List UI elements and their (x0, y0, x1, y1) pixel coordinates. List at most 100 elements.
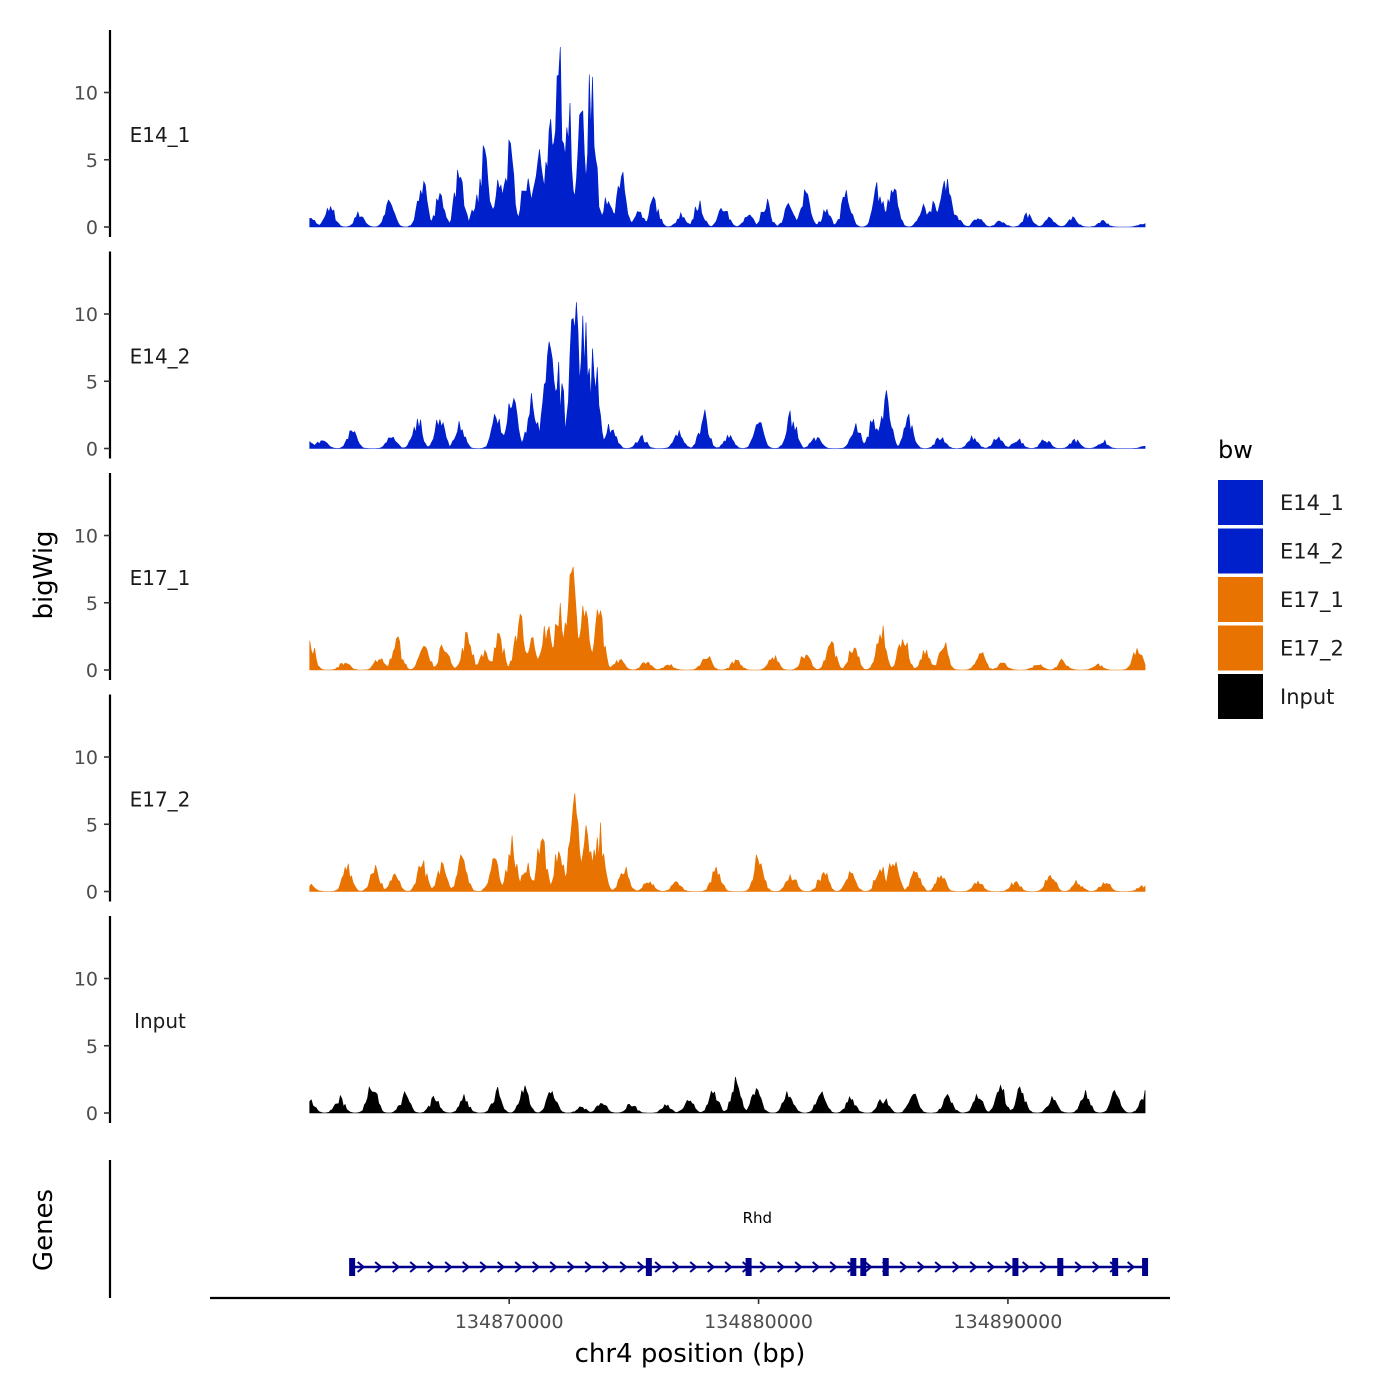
y-tick-label: 10 (74, 304, 98, 326)
gene-label: Rhd (743, 1209, 772, 1227)
legend: bw E14_1 E14_2 E17_1 E17_2 Input (1218, 436, 1344, 719)
y-tick-label: 10 (74, 526, 98, 548)
legend-swatch (1218, 577, 1263, 622)
strand-arrow (759, 1261, 768, 1273)
track-label: Input (134, 1009, 186, 1033)
strand-arrow (794, 1261, 803, 1273)
x-axis-title: chr4 position (bp) (575, 1339, 806, 1369)
strand-arrow (671, 1261, 681, 1273)
legend-label: E17_2 (1280, 637, 1344, 662)
y-tick-label: 5 (86, 150, 98, 172)
strand-arrow (444, 1261, 453, 1273)
track-label: E17_2 (130, 788, 191, 812)
track-label: E17_1 (130, 566, 191, 590)
legend-swatch (1218, 480, 1263, 525)
exon (860, 1258, 867, 1276)
strand-arrow (426, 1261, 436, 1273)
legend-swatch (1218, 528, 1263, 574)
y-tick-label: 0 (86, 217, 98, 239)
strand-arrow (864, 1261, 873, 1273)
strand-arrow (514, 1261, 523, 1273)
y-axis-title: bigWig (29, 530, 59, 619)
exon (850, 1258, 857, 1276)
strand-arrow (1004, 1261, 1013, 1273)
strand-arrow (1021, 1261, 1031, 1273)
exon (745, 1258, 752, 1276)
y-tick-label: 10 (74, 969, 98, 991)
legend-label: E14_2 (1280, 540, 1344, 565)
strand-arrow (566, 1261, 576, 1273)
strand-arrow (1039, 1261, 1048, 1273)
y-tick-label: 10 (74, 83, 98, 105)
y-tick-label: 10 (74, 747, 98, 769)
track-E17_1: 0 5 10 E17_1 (74, 473, 1146, 682)
y-tick-label: 0 (86, 660, 98, 682)
strand-arrow (1126, 1261, 1136, 1273)
strand-arrow (549, 1261, 558, 1273)
exon (882, 1258, 889, 1276)
strand-arrow (391, 1261, 401, 1273)
strand-arrow (934, 1261, 943, 1273)
strand-arrow (1074, 1261, 1083, 1273)
signal-area-E17_1 (309, 566, 1146, 671)
exon (1112, 1258, 1119, 1276)
strand-arrow (356, 1261, 366, 1273)
track-E14_1: 0 5 10 E14_1 (74, 30, 1146, 239)
y-tick-label: 0 (86, 1103, 98, 1125)
track-Input: 0 5 10 Input (74, 916, 1146, 1125)
strand-arrow (899, 1261, 908, 1273)
exon (349, 1258, 356, 1276)
strand-arrow (916, 1261, 926, 1273)
strand-arrow (951, 1261, 961, 1273)
y-tick-label: 5 (86, 814, 98, 836)
strand-arrow (409, 1261, 418, 1273)
track-panels: 0 5 10 E14_1 0 5 10 E14_2 0 5 10 E17_1 0 5 10 E17_2 0 5 10… (74, 30, 1146, 1125)
y-tick-label: 0 (86, 882, 98, 904)
strand-arrow (584, 1261, 593, 1273)
genes-panel: Rhd (108, 1160, 1149, 1298)
strand-arrow (986, 1261, 996, 1273)
legend-label: Input (1280, 685, 1334, 709)
track-label: E14_1 (130, 123, 191, 147)
y-tick-label: 5 (86, 371, 98, 393)
signal-area-E14_1 (309, 46, 1146, 228)
strand-arrow (706, 1261, 716, 1273)
strand-arrow (496, 1261, 506, 1273)
genes-axis-title: Genes (29, 1189, 59, 1271)
strand-arrow (829, 1261, 838, 1273)
strand-arrow (1091, 1261, 1101, 1273)
strand-arrow (619, 1261, 628, 1273)
legend-label: E17_1 (1280, 588, 1344, 613)
strand-arrow (776, 1261, 786, 1273)
legend-swatch (1218, 674, 1263, 719)
exon (1012, 1258, 1019, 1276)
signal-area-E14_2 (309, 302, 1146, 449)
strand-arrow (724, 1261, 733, 1273)
x-axis: 134870000 134880000 134890000 (210, 1296, 1170, 1333)
strand-arrow (461, 1261, 471, 1273)
strand-arrow (969, 1261, 978, 1273)
signal-area-Input (309, 1076, 1146, 1114)
legend-swatch (1218, 625, 1263, 671)
legend-label: E14_1 (1280, 491, 1344, 516)
strand-arrow (689, 1261, 698, 1273)
strand-arrow (479, 1261, 488, 1273)
exon (645, 1258, 652, 1276)
y-tick-label: 0 (86, 439, 98, 461)
y-tick-label: 5 (86, 593, 98, 615)
x-tick-label: 134870000 (455, 1311, 564, 1333)
strand-arrow (811, 1261, 821, 1273)
track-label: E14_2 (130, 345, 191, 369)
track-E14_2: 0 5 10 E14_2 (74, 251, 1146, 461)
strand-arrow (601, 1261, 611, 1273)
strand-arrow (374, 1261, 383, 1273)
track-E17_2: 0 5 10 E17_2 (74, 694, 1146, 904)
y-tick-label: 5 (86, 1036, 98, 1058)
x-tick-label: 134880000 (704, 1311, 813, 1333)
exon (1142, 1258, 1149, 1276)
legend-title: bw (1218, 436, 1253, 464)
strand-arrow (531, 1261, 541, 1273)
signal-area-E17_2 (309, 793, 1146, 892)
strand-arrow (654, 1261, 663, 1273)
